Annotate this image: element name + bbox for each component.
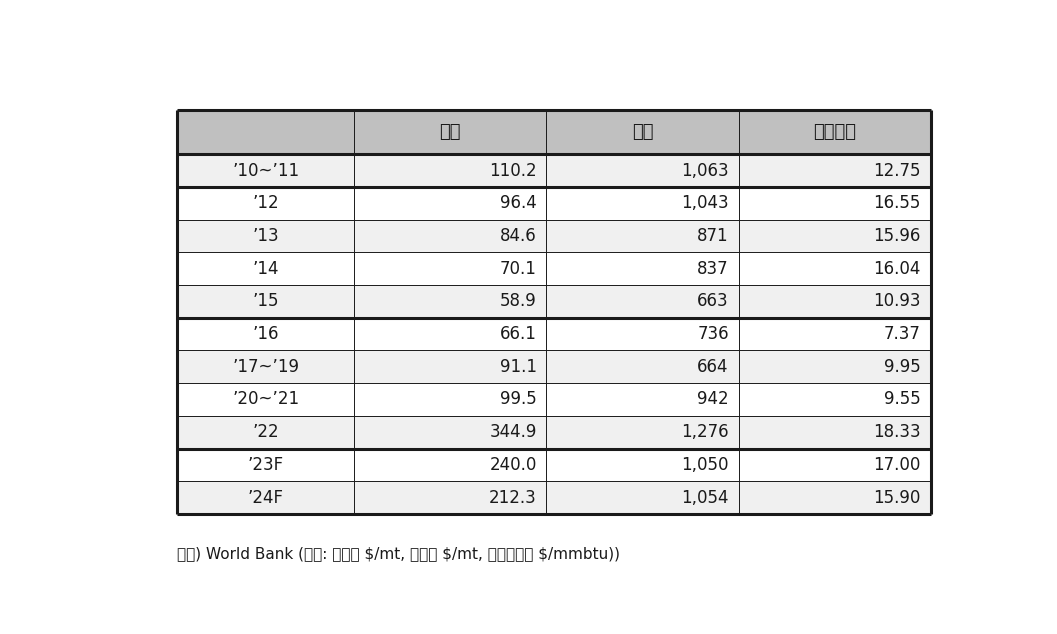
Bar (178, 154, 354, 187)
Text: 736: 736 (698, 325, 729, 343)
Bar (739, 449, 931, 481)
Bar (546, 252, 739, 285)
Bar (546, 187, 739, 219)
Text: 1,043: 1,043 (681, 194, 729, 212)
Bar (354, 416, 546, 449)
Text: 212.3: 212.3 (489, 489, 537, 507)
Bar (739, 383, 931, 416)
Text: 240.0: 240.0 (489, 456, 537, 474)
Text: 96.4: 96.4 (500, 194, 537, 212)
Bar (354, 252, 546, 285)
Text: ’23F: ’23F (247, 456, 283, 474)
Bar (354, 481, 546, 514)
Text: 9.95: 9.95 (885, 358, 921, 376)
Bar (178, 110, 354, 154)
Text: 천연가스: 천연가스 (813, 123, 856, 141)
Bar (354, 318, 546, 351)
Text: 110.2: 110.2 (489, 162, 537, 179)
Text: 664: 664 (698, 358, 729, 376)
Bar (546, 285, 739, 318)
Text: ’24F: ’24F (247, 489, 283, 507)
Bar (546, 219, 739, 252)
Bar (546, 318, 739, 351)
Text: 16.04: 16.04 (874, 260, 921, 278)
Text: 17.00: 17.00 (874, 456, 921, 474)
Bar (739, 318, 931, 351)
Bar (546, 351, 739, 383)
Bar (178, 449, 354, 481)
Text: 10.93: 10.93 (873, 292, 921, 311)
Bar (739, 285, 931, 318)
Text: 942: 942 (698, 391, 729, 408)
Bar (178, 187, 354, 219)
Text: 15.90: 15.90 (874, 489, 921, 507)
Bar (354, 154, 546, 187)
Bar (178, 416, 354, 449)
Bar (178, 252, 354, 285)
Text: 70.1: 70.1 (500, 260, 537, 278)
Bar (354, 110, 546, 154)
Bar (354, 285, 546, 318)
Text: 66.1: 66.1 (500, 325, 537, 343)
Bar (354, 219, 546, 252)
Text: 9.55: 9.55 (885, 391, 921, 408)
Bar (739, 154, 931, 187)
Bar (546, 154, 739, 187)
Bar (354, 449, 546, 481)
Text: 871: 871 (698, 227, 729, 245)
Bar (739, 351, 931, 383)
Text: ’13: ’13 (253, 227, 279, 245)
Bar (739, 187, 931, 219)
Text: ’17~’19: ’17~’19 (233, 358, 299, 376)
Text: 7.37: 7.37 (884, 325, 921, 343)
Text: 팜유: 팜유 (632, 123, 653, 141)
Text: 99.5: 99.5 (500, 391, 537, 408)
Text: 16.55: 16.55 (874, 194, 921, 212)
Text: ’12: ’12 (253, 194, 279, 212)
Text: 1,063: 1,063 (681, 162, 729, 179)
Text: 837: 837 (698, 260, 729, 278)
Bar (739, 481, 931, 514)
Text: 58.9: 58.9 (500, 292, 537, 311)
Text: ’20~’21: ’20~’21 (233, 391, 299, 408)
Bar (546, 383, 739, 416)
Text: 15.96: 15.96 (874, 227, 921, 245)
Bar (739, 219, 931, 252)
Bar (354, 351, 546, 383)
Bar (354, 187, 546, 219)
Text: ’22: ’22 (253, 424, 279, 441)
Text: ’15: ’15 (253, 292, 279, 311)
Bar (546, 481, 739, 514)
Text: 84.6: 84.6 (500, 227, 537, 245)
Text: 1,050: 1,050 (682, 456, 729, 474)
Bar (354, 383, 546, 416)
Text: 1,054: 1,054 (682, 489, 729, 507)
Bar (178, 219, 354, 252)
Text: 91.1: 91.1 (500, 358, 537, 376)
Text: 18.33: 18.33 (873, 424, 921, 441)
Bar (546, 449, 739, 481)
Bar (546, 416, 739, 449)
Text: 12.75: 12.75 (873, 162, 921, 179)
Bar (178, 481, 354, 514)
Text: 1,276: 1,276 (681, 424, 729, 441)
Bar (178, 351, 354, 383)
Bar (546, 110, 739, 154)
Text: ’14: ’14 (253, 260, 279, 278)
Bar (178, 285, 354, 318)
Bar (178, 318, 354, 351)
Bar (739, 252, 931, 285)
Text: 자료) World Bank (단위: 석탄은 $/mt, 팜유는 $/mt, 천연가스는 $/mmbtu)): 자료) World Bank (단위: 석탄은 $/mt, 팜유는 $/mt, … (178, 546, 620, 560)
Text: ’10~’11: ’10~’11 (233, 162, 299, 179)
Bar (739, 110, 931, 154)
Text: 344.9: 344.9 (489, 424, 537, 441)
Bar (739, 416, 931, 449)
Bar (178, 383, 354, 416)
Text: ’16: ’16 (253, 325, 279, 343)
Text: 석탄: 석탄 (440, 123, 461, 141)
Text: 663: 663 (698, 292, 729, 311)
